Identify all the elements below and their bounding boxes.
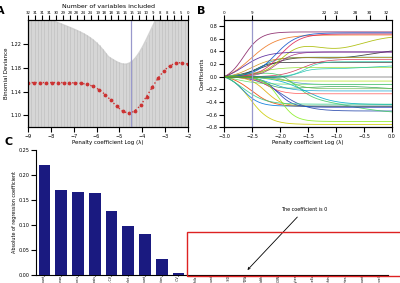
- Point: [96, 87, 102, 92]
- Point: [25, 80, 31, 85]
- Y-axis label: Absolute of regression coefficient: Absolute of regression coefficient: [12, 171, 18, 253]
- Point: [90, 84, 96, 89]
- Y-axis label: Coefficients: Coefficients: [200, 57, 204, 90]
- Point: [155, 76, 162, 80]
- Point: [108, 98, 114, 103]
- Point: [173, 61, 179, 65]
- Point: [102, 92, 108, 97]
- Point: [42, 80, 49, 85]
- Point: [185, 62, 191, 67]
- Bar: [72, 192, 84, 275]
- Point: [78, 81, 84, 86]
- Point: [126, 111, 132, 115]
- Text: A: A: [0, 7, 5, 16]
- Bar: [156, 259, 168, 275]
- Point: [132, 109, 138, 113]
- Text: B: B: [197, 7, 206, 16]
- Point: [37, 80, 43, 85]
- X-axis label: Penalty coefficient Log (λ): Penalty coefficient Log (λ): [72, 140, 144, 145]
- Text: The coefficient is 0: The coefficient is 0: [248, 207, 327, 269]
- Point: [143, 94, 150, 99]
- Bar: [106, 211, 117, 275]
- Point: [120, 109, 126, 113]
- Point: [72, 81, 79, 85]
- Point: [48, 80, 55, 85]
- X-axis label: Penalty coefficient Log (λ): Penalty coefficient Log (λ): [272, 140, 344, 145]
- Point: [167, 63, 174, 68]
- Point: [161, 68, 168, 73]
- Point: [31, 80, 37, 85]
- Point: [137, 103, 144, 107]
- Point: [66, 80, 73, 85]
- Bar: [122, 226, 134, 275]
- Bar: [173, 273, 184, 275]
- Bar: [139, 234, 151, 275]
- Point: [54, 80, 61, 85]
- Text: C: C: [4, 137, 12, 147]
- Y-axis label: Binomial Deviance: Binomial Deviance: [4, 48, 10, 99]
- X-axis label: Number of variables included: Number of variables included: [62, 4, 154, 9]
- Point: [149, 85, 156, 89]
- Bar: [38, 165, 50, 275]
- Point: [60, 80, 67, 85]
- Point: [114, 104, 120, 109]
- Point: [179, 61, 185, 65]
- Point: [84, 82, 90, 87]
- Bar: [89, 193, 100, 275]
- Bar: [55, 190, 67, 275]
